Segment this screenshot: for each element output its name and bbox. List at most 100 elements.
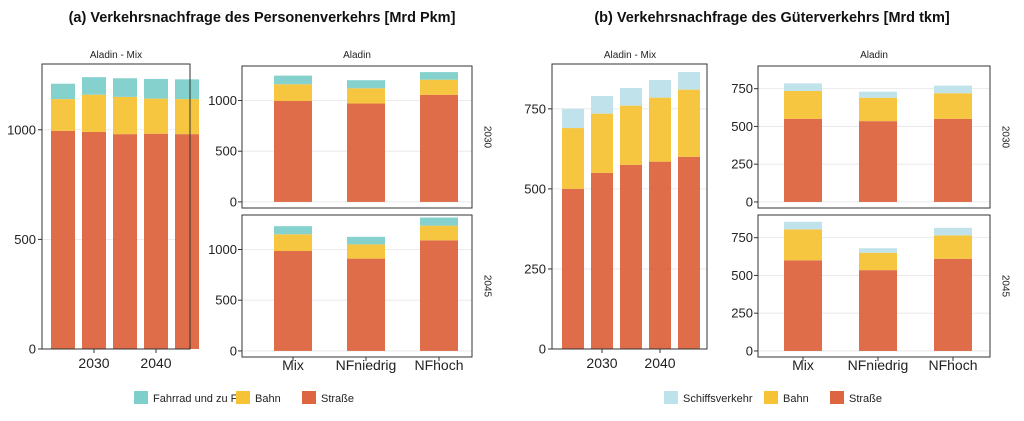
bar-bahn [934, 235, 972, 259]
bar-strasse [934, 258, 972, 351]
y-tick-label: 0 [746, 194, 753, 209]
y-tick-label: 750 [524, 101, 546, 116]
legend-label: Straße [321, 393, 354, 405]
bar-strasse [175, 134, 199, 349]
y-tick-label: 0 [746, 343, 753, 358]
legend-label: Schiffsverkehr [683, 393, 753, 405]
x-tick-label: 2040 [644, 355, 675, 371]
bar-strasse [274, 251, 312, 351]
facet-side-label: 2045 [481, 275, 492, 298]
bar-bahn [859, 252, 897, 271]
bar-strasse [113, 134, 137, 349]
legend-label: Bahn [783, 393, 809, 405]
bar-schiff [934, 227, 972, 236]
bar-strasse [678, 156, 700, 349]
bar-strasse [82, 131, 106, 349]
bar-strasse [420, 240, 458, 351]
y-tick-label: 500 [731, 268, 753, 283]
bar-bahn [678, 89, 700, 157]
y-tick-label: 1000 [208, 242, 237, 257]
bar-strasse [934, 118, 972, 202]
panel-border [41, 63, 191, 350]
bar-fahrrad [113, 78, 137, 97]
bar-bahn [347, 88, 385, 104]
y-tick-label: 1000 [7, 122, 36, 137]
bar-strasse [591, 172, 613, 349]
chart-title: (b) Verkehrsnachfrage des Güterverkehrs … [594, 10, 950, 26]
bar-fahrrad [420, 72, 458, 80]
bar-bahn [591, 113, 613, 173]
y-tick-label: 750 [731, 230, 753, 245]
bar-strasse [347, 258, 385, 351]
bar-fahrrad [175, 79, 199, 100]
bar-fahrrad [82, 77, 106, 95]
bar-bahn [82, 94, 106, 132]
bar-strasse [144, 133, 168, 349]
bar-schiff [620, 88, 642, 106]
bar-bahn [649, 97, 671, 162]
y-tick-label: 0 [29, 342, 36, 357]
legend-swatch-bahn [764, 391, 778, 404]
bar-schiff [591, 96, 613, 114]
bar-schiff [934, 85, 972, 94]
x-tick-label: NFniedrig [848, 357, 909, 373]
bar-bahn [784, 229, 822, 261]
bar-bahn [113, 96, 137, 135]
facet-strip-label: Aladin [860, 50, 888, 61]
bar-fahrrad [274, 75, 312, 85]
panel-border [757, 65, 991, 209]
bar-bahn [620, 105, 642, 165]
y-tick-label: 250 [731, 306, 753, 321]
facet-side-label: 2030 [999, 126, 1010, 149]
bar-bahn [934, 93, 972, 119]
bar-strasse [562, 188, 584, 349]
legend-swatch-strasse [302, 391, 316, 404]
legend-swatch-fahrrad [134, 391, 148, 404]
bar-bahn [420, 79, 458, 95]
bar-fahrrad [51, 83, 75, 100]
bar-bahn [274, 84, 312, 101]
x-tick-label: 2030 [586, 355, 617, 371]
x-tick-label: NFhoch [928, 357, 977, 373]
y-tick-label: 0 [539, 342, 546, 357]
y-tick-label: 250 [524, 261, 546, 276]
bar-strasse [347, 103, 385, 202]
legend-swatch-schiff [664, 391, 678, 404]
legend-label: Fahrrad und zu Fuß [153, 393, 250, 405]
x-tick-label: Mix [792, 357, 814, 373]
bar-fahrrad [144, 78, 168, 99]
bar-strasse [420, 94, 458, 202]
legend-label: Straße [849, 393, 882, 405]
bar-bahn [784, 90, 822, 119]
bar-schiff [859, 248, 897, 253]
y-tick-label: 500 [731, 119, 753, 134]
bar-schiff [562, 108, 584, 129]
panel-border [241, 65, 473, 209]
y-tick-label: 0 [230, 343, 237, 358]
bar-bahn [144, 98, 168, 134]
bar-schiff [859, 91, 897, 98]
facet-strip-label: Aladin [343, 50, 371, 61]
bar-bahn [347, 244, 385, 259]
bar-strasse [274, 100, 312, 202]
facet-strip-label: Aladin - Mix [604, 50, 656, 61]
bar-bahn [562, 128, 584, 189]
bar-fahrrad [347, 80, 385, 89]
bar-bahn [175, 99, 199, 135]
y-tick-label: 500 [215, 293, 237, 308]
bar-strasse [649, 161, 671, 349]
bar-schiff [784, 221, 822, 230]
bar-schiff [678, 72, 700, 90]
chart-title: (a) Verkehrsnachfrage des Personenverkeh… [69, 10, 456, 26]
y-tick-label: 500 [14, 232, 36, 247]
y-tick-label: 500 [524, 181, 546, 196]
y-tick-label: 250 [731, 157, 753, 172]
bar-strasse [784, 260, 822, 351]
y-tick-label: 500 [215, 144, 237, 159]
bar-strasse [859, 121, 897, 202]
bar-bahn [420, 225, 458, 241]
panel-border [551, 63, 708, 350]
bar-schiff [649, 80, 671, 98]
x-tick-label: 2040 [140, 355, 171, 371]
